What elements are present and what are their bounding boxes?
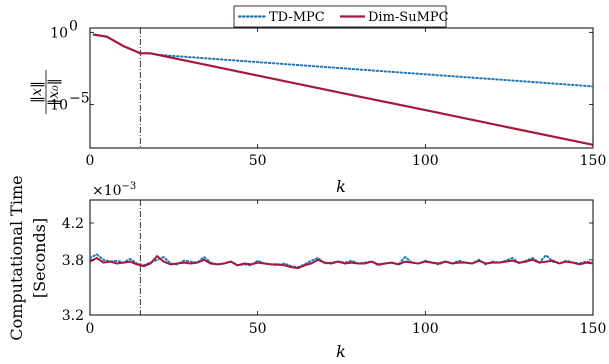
top-ytick-label: 10 xyxy=(50,98,68,114)
top-xtick-label: 0 xyxy=(86,153,95,169)
bottom-x-ticks: 0 50 100 150 xyxy=(86,200,607,337)
top-series-dim-sumpc xyxy=(93,33,594,146)
bottom-y-axis-label-units: [Seconds] xyxy=(30,218,49,298)
top-ylabel-numerator: ‖x‖ xyxy=(29,81,45,103)
bottom-series-group xyxy=(89,253,594,270)
bottom-series-td-mpc xyxy=(89,253,594,269)
bottom-plot-frame xyxy=(89,199,594,316)
top-ytick-label: 10 xyxy=(50,25,68,41)
top-series-td-mpc xyxy=(92,33,594,88)
bottom-ytick-label: 3.2 xyxy=(62,308,84,324)
top-y-axis-label: ‖x‖ ‖x₀‖ xyxy=(29,70,62,114)
bottom-multiplier: ×10−3 xyxy=(92,181,136,199)
bottom-xtick-label: 100 xyxy=(412,321,439,337)
top-y-ticks: 10 010 −5 xyxy=(50,18,593,114)
top-x-axis-label: k xyxy=(336,177,346,196)
bottom-xtick-label: 150 xyxy=(580,321,607,337)
top-x-ticks: 0 50 100 150 xyxy=(86,28,607,169)
bottom-panel: 0 50 100 150 3.2 3.8 4.2 ×10−3 k Computationa… xyxy=(7,175,606,361)
bottom-multiplier-exponent: −3 xyxy=(122,181,137,192)
bottom-x-axis-label: k xyxy=(336,342,346,361)
top-plot-frame xyxy=(89,27,594,149)
top-xtick-label: 100 xyxy=(412,153,439,169)
top-ytick-exponent: 0 xyxy=(69,18,78,34)
top-xtick-label: 50 xyxy=(249,153,267,169)
bottom-xtick-label: 50 xyxy=(249,321,267,337)
legend-dim-sumpc-label: Dim-SuMPC xyxy=(368,10,449,25)
legend: TD-MPC Dim-SuMPC xyxy=(233,5,449,28)
top-xtick-label: 150 xyxy=(580,153,607,169)
bottom-ytick-label: 4.2 xyxy=(62,216,84,232)
top-ytick-exponent: −5 xyxy=(69,91,90,107)
bottom-ytick-label: 3.8 xyxy=(62,253,84,269)
top-panel: 0 50 100 150 10 010 −5 k ‖x‖ ‖x₀‖ TD-MPC Dim-… xyxy=(29,5,607,196)
top-series-group xyxy=(92,33,594,146)
bottom-multiplier-base: ×10 xyxy=(92,183,122,199)
legend-td-mpc-label: TD-MPC xyxy=(269,10,325,25)
bottom-y-ticks: 3.2 3.8 4.2 xyxy=(62,216,593,324)
bottom-xtick-label: 0 xyxy=(86,321,95,337)
bottom-y-axis-label: Computational Time xyxy=(7,175,26,340)
top-ylabel-denominator: ‖x₀‖ xyxy=(46,78,62,106)
bottom-series-dim-sumpc xyxy=(89,254,594,270)
